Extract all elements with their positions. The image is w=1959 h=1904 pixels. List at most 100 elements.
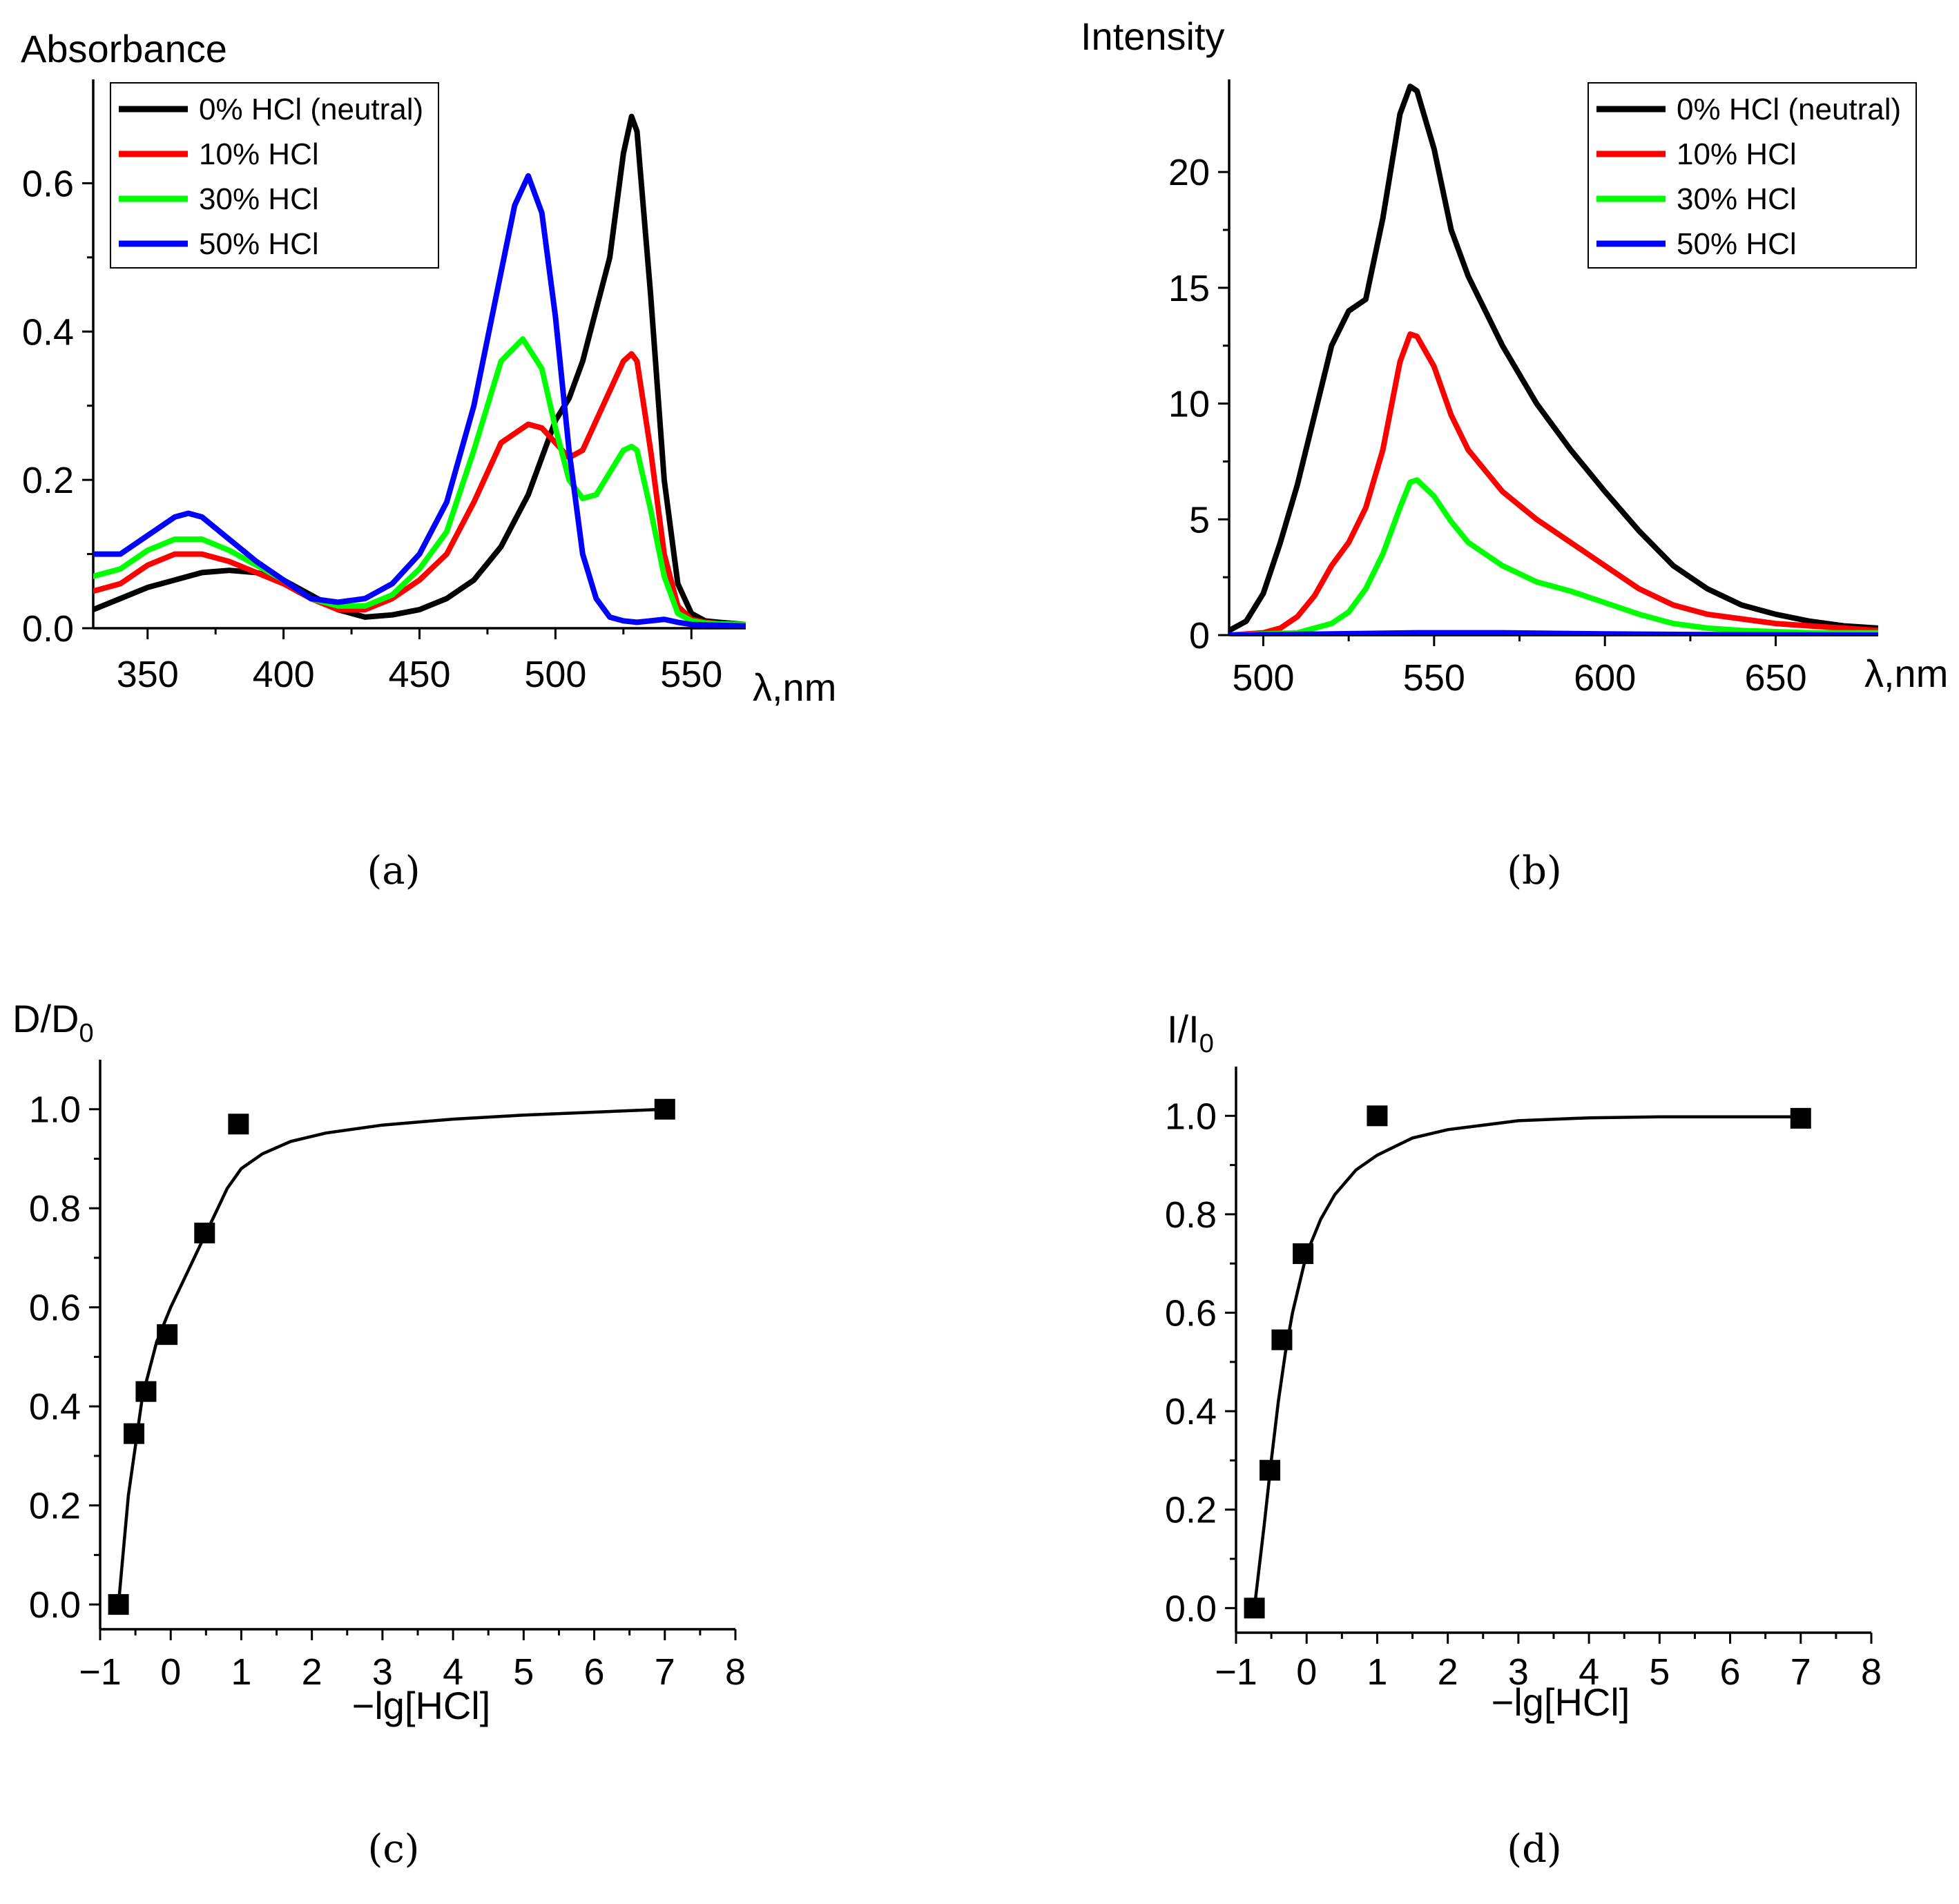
y-tick-label: 1.0 — [1165, 1096, 1217, 1137]
y-axis-title: I/I0 — [1167, 1007, 1214, 1058]
x-tick-label: 0 — [1296, 1651, 1317, 1693]
legend-box — [1588, 82, 1917, 269]
y-tick-label: 0.2 — [1165, 1490, 1217, 1531]
y-tick-label: 5 — [1189, 499, 1210, 541]
y-axis-title-text: D/D — [12, 997, 79, 1040]
series-line-2 — [93, 336, 746, 628]
y-axis-title-subscript: 0 — [79, 1019, 93, 1048]
y-tick-label: 0.4 — [1165, 1391, 1217, 1432]
legend-label: 30% HCl — [199, 182, 319, 216]
x-tick-label: 600 — [1574, 657, 1636, 699]
y-axis-title-subscript: 0 — [1199, 1029, 1214, 1058]
y-tick-label: 0.2 — [22, 460, 74, 501]
y-tick-label: 0.6 — [1165, 1293, 1217, 1334]
data-point — [1260, 1459, 1281, 1481]
data-point — [108, 1594, 129, 1615]
x-tick-label: 7 — [655, 1651, 675, 1693]
y-tick-label: 20 — [1168, 152, 1210, 193]
x-tick-label: 4 — [1579, 1651, 1599, 1693]
legend-label: 10% HCl — [1677, 137, 1797, 171]
y-tick-label: 10 — [1168, 384, 1210, 425]
y-axis-title: Absorbance — [21, 27, 227, 70]
y-tick-label: 0.8 — [1165, 1194, 1217, 1236]
y-tick-label: 0.6 — [22, 163, 74, 204]
x-tick-label: 4 — [443, 1651, 463, 1693]
x-tick-label: 2 — [1438, 1651, 1458, 1693]
data-point — [135, 1381, 157, 1402]
data-point — [1244, 1597, 1265, 1619]
y-tick-label: 0 — [1189, 615, 1210, 657]
data-point — [194, 1223, 215, 1244]
x-tick-label: −1 — [1215, 1651, 1257, 1693]
x-tick-label: 6 — [584, 1651, 605, 1693]
chart-d: −1 0 1 2 3 4 5 6 7 80.00.20.40.60.81.0I/I0−lg[HCl… — [1165, 1007, 1882, 1724]
data-point — [1271, 1329, 1293, 1350]
x-tick-label: 500 — [524, 654, 586, 695]
x-tick-label: 7 — [1791, 1651, 1811, 1693]
data-point — [1367, 1105, 1388, 1127]
x-tick-label: 3 — [372, 1651, 393, 1693]
x-tick-label: 1 — [231, 1651, 251, 1693]
y-tick-label: 0.2 — [29, 1486, 81, 1527]
x-axis-title: −lg[HCl] — [1492, 1680, 1630, 1724]
x-tick-label: 2 — [302, 1651, 322, 1693]
data-point — [654, 1098, 675, 1120]
series-line-1 — [1229, 331, 1878, 635]
x-tick-label: 6 — [1720, 1651, 1741, 1693]
data-point — [157, 1324, 178, 1346]
y-tick-label: 1.0 — [29, 1089, 81, 1131]
y-tick-label: 15 — [1168, 268, 1210, 309]
x-tick-label: 5 — [513, 1651, 534, 1693]
legend-box — [110, 82, 439, 269]
x-tick-label: 8 — [1861, 1651, 1882, 1693]
chart-b: 500 550 600 650 0 5 10 15 20 Intensity λ,nm 0% HCl … — [1081, 14, 1948, 699]
y-tick-label: 0.0 — [1165, 1588, 1217, 1629]
x-tick-label: 550 — [660, 654, 722, 695]
legend-label: 10% HCl — [199, 137, 319, 171]
y-axis-title: Intensity — [1081, 14, 1225, 58]
series-line-3 — [1229, 630, 1878, 635]
x-tick-label: 0 — [160, 1651, 181, 1693]
series-line-2 — [1229, 477, 1878, 635]
fit-curve — [1253, 1115, 1801, 1609]
x-tick-label: 1 — [1367, 1651, 1387, 1693]
x-axis-title: −lg[HCl] — [352, 1684, 491, 1727]
data-point — [1293, 1243, 1314, 1264]
x-axis-title: λ,nm — [753, 666, 836, 709]
x-tick-label: 3 — [1508, 1651, 1529, 1693]
x-tick-label: 650 — [1745, 657, 1807, 699]
legend-label: 0% HCl (neutral) — [1677, 93, 1901, 126]
y-tick-label: 0.0 — [22, 608, 74, 650]
panel-label: (a) — [367, 848, 420, 893]
x-tick-label: 350 — [117, 654, 179, 695]
legend-label: 50% HCl — [1677, 227, 1797, 261]
x-tick-label: 550 — [1403, 657, 1465, 699]
x-tick-label: 450 — [388, 654, 450, 695]
chart-c: −1 0 1 2 3 4 5 6 7 80.00.20.40.60.81.0D/D0−lg[HCl… — [12, 997, 746, 1727]
panel-label: (d) — [1507, 1827, 1562, 1872]
data-point — [124, 1423, 145, 1444]
y-tick-label: 0.8 — [29, 1188, 81, 1230]
panel-label: (b) — [1507, 848, 1562, 893]
data-point — [1790, 1107, 1811, 1129]
legend-label: 50% HCl — [199, 227, 319, 261]
x-tick-label: 8 — [725, 1651, 746, 1693]
legend-label: 30% HCl — [1677, 182, 1797, 216]
fit-curve — [117, 1107, 665, 1605]
y-tick-label: 0.4 — [29, 1386, 81, 1428]
y-axis-title: D/D0 — [12, 997, 94, 1048]
legend-label: 0% HCl (neutral) — [199, 93, 423, 126]
x-tick-label: 5 — [1649, 1651, 1670, 1693]
series-line-3 — [93, 173, 746, 628]
series-line-0 — [93, 113, 746, 628]
x-tick-label: 500 — [1232, 657, 1294, 699]
series-line-0 — [1229, 84, 1878, 634]
x-tick-label: 400 — [253, 654, 315, 695]
x-tick-label: −1 — [79, 1651, 122, 1693]
panel-label: (c) — [367, 1827, 419, 1872]
x-axis-title: λ,nm — [1864, 652, 1948, 695]
chart-a: 350 400 450 500 550 0.0 0.2 0.4 0.6 Absorbance λ,n… — [21, 27, 836, 709]
y-axis-title-text: I/I — [1167, 1007, 1199, 1051]
data-point — [228, 1114, 249, 1135]
